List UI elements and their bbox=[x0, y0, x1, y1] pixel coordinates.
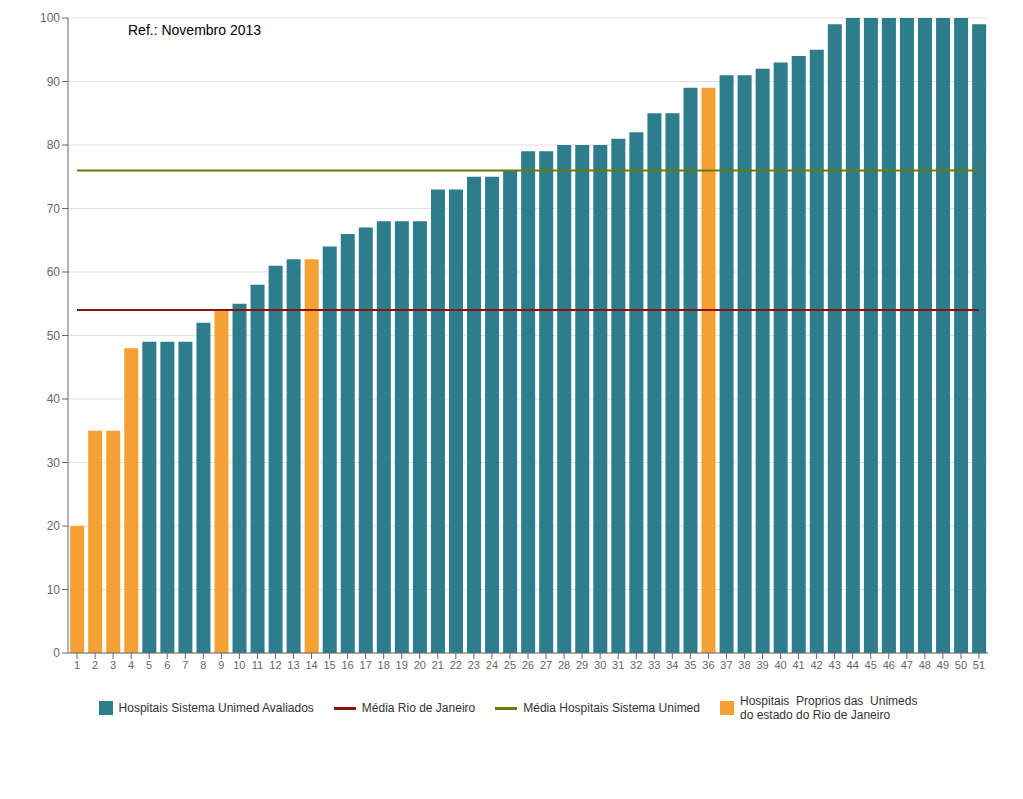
svg-text:11: 11 bbox=[252, 659, 263, 671]
svg-text:44: 44 bbox=[847, 659, 859, 671]
svg-text:40: 40 bbox=[774, 659, 786, 671]
svg-text:70: 70 bbox=[47, 202, 61, 216]
html-text:Ref.: Novembro 2013: Ref.: Novembro 2013 bbox=[128, 22, 262, 38]
svg-text:15: 15 bbox=[323, 659, 335, 671]
svg-text:2: 2 bbox=[92, 659, 98, 671]
html-text:Hospitais Sistema Unimed Avali: Hospitais Sistema Unimed Avaliados bbox=[118, 701, 314, 715]
svg-text:43: 43 bbox=[829, 659, 841, 671]
svg-text:4: 4 bbox=[128, 659, 134, 671]
svg-text:32: 32 bbox=[630, 659, 642, 671]
svg-text:30: 30 bbox=[47, 456, 61, 470]
svg-text:45: 45 bbox=[865, 659, 877, 671]
svg-text:3: 3 bbox=[110, 659, 116, 671]
html-text:Hospitais Proprios das Unimeds: Hospitais Proprios das Unimeds do estado… bbox=[740, 694, 918, 722]
svg-text:0: 0 bbox=[53, 646, 60, 660]
svg-text:29: 29 bbox=[576, 659, 588, 671]
svg-text:6: 6 bbox=[164, 659, 170, 671]
svg-text:10: 10 bbox=[47, 583, 61, 597]
html-text:Média Rio de Janeiro: Média Rio de Janeiro bbox=[361, 701, 476, 715]
svg-text:21: 21 bbox=[432, 659, 444, 671]
svg-text:22: 22 bbox=[450, 659, 462, 671]
svg-text:27: 27 bbox=[540, 659, 552, 671]
svg-text:13: 13 bbox=[287, 659, 299, 671]
svg-text:25: 25 bbox=[504, 659, 516, 671]
svg-text:14: 14 bbox=[305, 659, 317, 671]
svg-text:42: 42 bbox=[811, 659, 823, 671]
svg-text:31: 31 bbox=[612, 659, 624, 671]
svg-text:100: 100 bbox=[40, 11, 60, 25]
svg-text:10: 10 bbox=[233, 659, 245, 671]
svg-text:16: 16 bbox=[341, 659, 353, 671]
svg-text:5: 5 bbox=[146, 659, 152, 671]
svg-text:23: 23 bbox=[468, 659, 480, 671]
svg-text:35: 35 bbox=[684, 659, 696, 671]
svg-text:37: 37 bbox=[720, 659, 732, 671]
svg-text:24: 24 bbox=[486, 659, 498, 671]
svg-text:36: 36 bbox=[702, 659, 714, 671]
svg-text:50: 50 bbox=[955, 659, 967, 671]
svg-text:18: 18 bbox=[378, 659, 390, 671]
svg-text:33: 33 bbox=[648, 659, 660, 671]
svg-text:17: 17 bbox=[360, 659, 372, 671]
svg-text:9: 9 bbox=[218, 659, 224, 671]
svg-text:47: 47 bbox=[901, 659, 913, 671]
svg-text:8: 8 bbox=[200, 659, 206, 671]
svg-text:28: 28 bbox=[558, 659, 570, 671]
svg-text:80: 80 bbox=[47, 138, 61, 152]
svg-text:40: 40 bbox=[47, 392, 61, 406]
svg-text:19: 19 bbox=[396, 659, 408, 671]
svg-text:1: 1 bbox=[74, 659, 80, 671]
svg-text:49: 49 bbox=[937, 659, 949, 671]
html-text:Média Hospitais Sistema Unimed: Média Hospitais Sistema Unimed bbox=[523, 701, 700, 715]
svg-text:51: 51 bbox=[973, 659, 985, 671]
svg-text:90: 90 bbox=[47, 75, 61, 89]
svg-text:12: 12 bbox=[269, 659, 281, 671]
svg-text:7: 7 bbox=[182, 659, 188, 671]
svg-text:39: 39 bbox=[756, 659, 768, 671]
svg-text:34: 34 bbox=[666, 659, 678, 671]
svg-text:46: 46 bbox=[883, 659, 895, 671]
svg-text:38: 38 bbox=[738, 659, 750, 671]
svg-text:20: 20 bbox=[47, 519, 61, 533]
svg-text:30: 30 bbox=[594, 659, 606, 671]
svg-text:41: 41 bbox=[792, 659, 804, 671]
svg-text:60: 60 bbox=[47, 265, 61, 279]
svg-text:20: 20 bbox=[414, 659, 426, 671]
svg-text:48: 48 bbox=[919, 659, 931, 671]
svg-text:26: 26 bbox=[522, 659, 534, 671]
svg-text:50: 50 bbox=[47, 329, 61, 343]
